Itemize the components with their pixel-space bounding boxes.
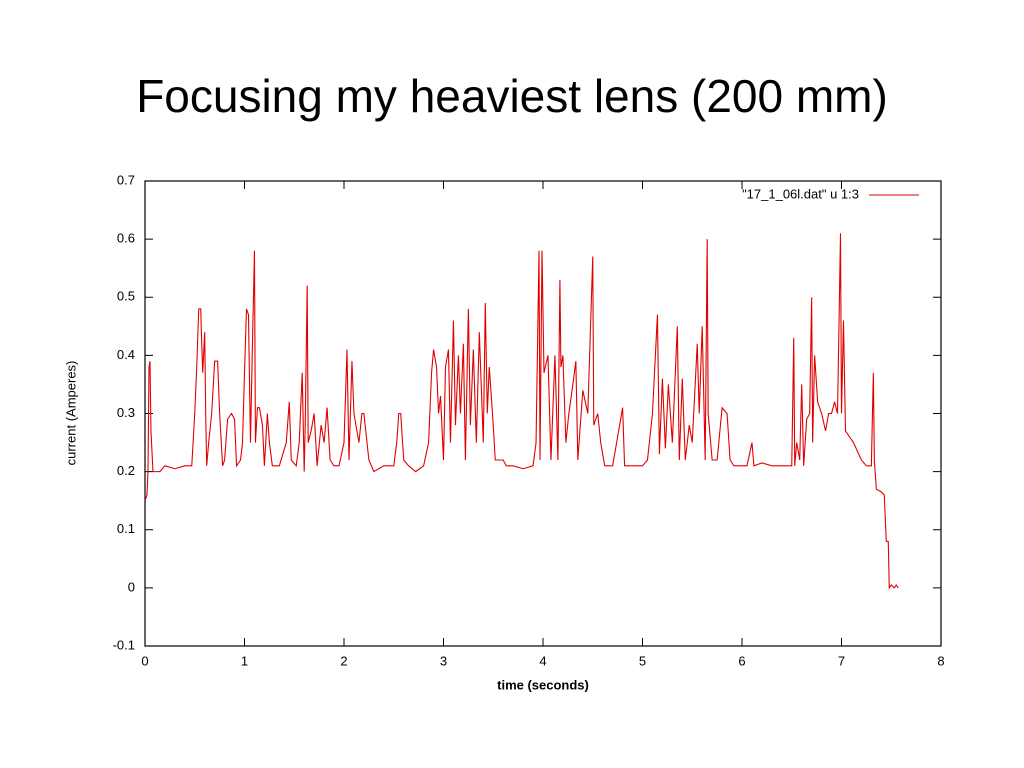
y-tick-label: 0.6	[117, 231, 135, 246]
y-tick-label: 0.7	[117, 172, 135, 187]
y-tick-label: 0.4	[117, 347, 135, 362]
x-tick-label: 4	[539, 653, 546, 668]
x-tick-label: 0	[141, 653, 148, 668]
y-tick-label: 0.5	[117, 289, 135, 304]
y-tick-label: -0.1	[113, 637, 135, 652]
y-tick-label: 0.2	[117, 463, 135, 478]
x-tick-label: 1	[241, 653, 248, 668]
x-tick-label: 3	[440, 653, 447, 668]
chart-title: Focusing my heaviest lens (200 mm)	[136, 70, 888, 122]
y-tick-label: 0.3	[117, 405, 135, 420]
y-tick-label: 0.1	[117, 521, 135, 536]
x-tick-label: 8	[937, 653, 944, 668]
x-tick-label: 7	[838, 653, 845, 668]
data-line	[144, 233, 899, 590]
y-axis-label: current (Amperes)	[63, 361, 78, 466]
legend-label: "17_1_06l.dat" u 1:3	[742, 186, 859, 201]
x-axis-label: time (seconds)	[497, 677, 589, 692]
x-tick-label: 2	[340, 653, 347, 668]
x-tick-label: 5	[639, 653, 646, 668]
x-tick-label: 6	[738, 653, 745, 668]
y-tick-label: 0	[128, 579, 135, 594]
